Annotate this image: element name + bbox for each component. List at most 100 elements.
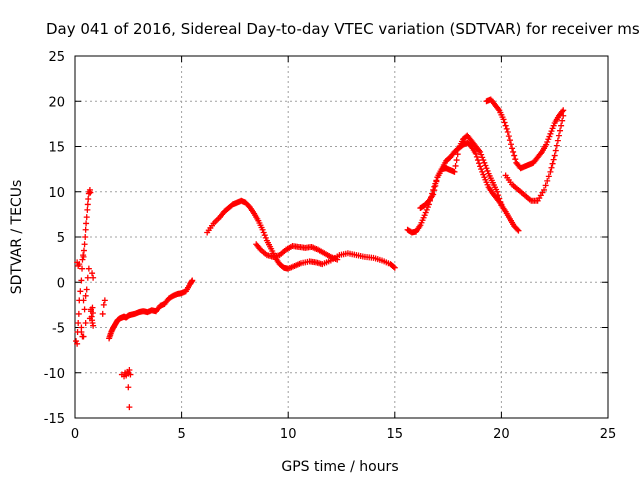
data-point [559, 117, 566, 124]
data-point [83, 286, 90, 293]
series-segment-4 [404, 132, 522, 236]
data-point [501, 119, 508, 126]
data-point [505, 133, 512, 140]
data-point [504, 129, 511, 136]
data-point [477, 163, 484, 170]
data-point [76, 261, 83, 268]
x-tick-label: 15 [387, 427, 404, 442]
data-point [502, 122, 509, 129]
data-point [126, 367, 133, 374]
x-tick-label: 5 [177, 427, 185, 442]
data-point [90, 274, 97, 281]
data-point [560, 112, 567, 119]
data-point [334, 256, 341, 263]
y-tick-label: 5 [57, 231, 65, 246]
data-point [510, 148, 517, 155]
data-point [550, 156, 557, 163]
series-segment-5b [502, 112, 567, 204]
data-point [546, 133, 553, 140]
data-point [84, 206, 91, 213]
data-point [550, 122, 557, 129]
data-point [481, 159, 488, 166]
data-point [552, 147, 559, 154]
data-point [86, 315, 93, 322]
data-point [189, 277, 196, 284]
data-point [511, 152, 518, 159]
data-point [472, 150, 479, 157]
data-point [126, 404, 133, 411]
data-point [74, 340, 81, 347]
data-point [477, 148, 484, 155]
data-point [125, 384, 132, 391]
series-segment-5 [483, 96, 567, 172]
data-point [80, 247, 87, 254]
data-point [78, 329, 85, 336]
series-segment-4b [417, 139, 505, 212]
data-point [549, 125, 556, 132]
data-point [87, 189, 94, 196]
data-point [557, 127, 564, 134]
data-point [391, 264, 398, 271]
data-point [480, 171, 487, 178]
data-point [473, 153, 480, 160]
data-point [453, 157, 460, 164]
data-points [73, 96, 567, 411]
data-point [430, 191, 437, 198]
data-point [482, 162, 489, 169]
data-point [80, 253, 87, 260]
data-point [75, 310, 82, 317]
data-point [514, 226, 521, 233]
data-point [476, 160, 483, 167]
data-point [82, 292, 89, 299]
data-point [547, 130, 554, 137]
series-early-scatter [73, 186, 108, 347]
data-point [85, 265, 92, 272]
data-point [80, 297, 87, 304]
data-point [99, 310, 106, 317]
series-segment-2 [106, 277, 196, 342]
data-point [89, 270, 96, 277]
data-point [431, 187, 438, 194]
data-point [555, 132, 562, 139]
data-point [422, 209, 429, 216]
data-point [78, 277, 85, 284]
data-point [81, 306, 88, 313]
data-point [390, 263, 397, 270]
data-point [500, 116, 507, 123]
data-point [478, 151, 485, 158]
data-point [543, 141, 550, 148]
data-point [484, 167, 491, 174]
data-point [545, 136, 552, 143]
data-point [507, 141, 514, 148]
series-segment-3 [204, 197, 398, 272]
data-point [260, 229, 267, 236]
data-point [542, 182, 549, 189]
data-point [89, 310, 96, 317]
y-tick-label: 20 [48, 95, 65, 110]
data-point [451, 168, 458, 175]
data-point [498, 201, 505, 208]
data-point [127, 371, 134, 378]
data-point [85, 195, 92, 202]
x-tick-label: 0 [71, 427, 79, 442]
data-point [73, 338, 80, 345]
x-tick-label: 20 [493, 427, 510, 442]
data-point [84, 201, 91, 208]
grid [75, 56, 608, 418]
series-low-cluster [118, 367, 134, 411]
data-point [82, 234, 89, 240]
data-point [90, 322, 97, 329]
axis-ticks: 0 5 10 15 20 25 -15 -10 -5 0 5 10 15 20 25 [44, 50, 617, 442]
x-axis-label: GPS time / hours [281, 459, 398, 475]
data-point [262, 234, 269, 241]
data-point [474, 157, 481, 164]
data-point [84, 274, 91, 281]
data-point [512, 156, 519, 163]
series-segment-3b [253, 241, 341, 263]
data-point [480, 157, 487, 164]
data-point [100, 301, 107, 308]
data-point [77, 288, 84, 295]
data-point [548, 128, 555, 135]
data-point [452, 162, 459, 169]
